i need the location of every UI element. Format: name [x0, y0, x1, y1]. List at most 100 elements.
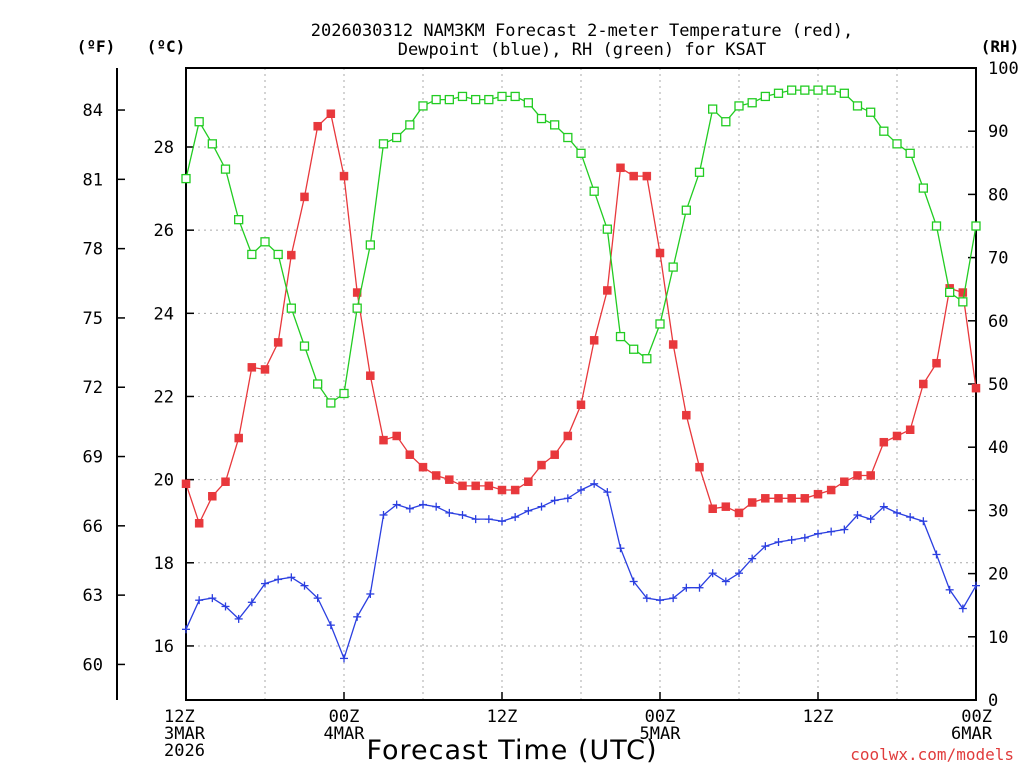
data-point — [392, 500, 401, 509]
data-point — [958, 297, 968, 307]
data-point — [260, 237, 270, 247]
data-point — [708, 104, 718, 114]
data-point — [932, 550, 941, 559]
data-point — [800, 533, 809, 542]
data-point — [721, 577, 730, 586]
data-point — [194, 519, 204, 528]
data-point — [971, 383, 981, 393]
data-point — [972, 581, 980, 590]
data-point — [550, 450, 559, 459]
data-point — [220, 164, 231, 174]
data-point — [208, 594, 217, 603]
data-point — [444, 94, 454, 105]
data-point — [431, 94, 441, 105]
data-point — [523, 98, 533, 108]
rh-tick-label: 100 — [988, 59, 1019, 79]
data-point — [299, 341, 310, 351]
data-point — [339, 171, 349, 181]
data-point — [498, 517, 506, 526]
data-point — [655, 319, 665, 329]
data-point — [181, 173, 191, 184]
data-point — [379, 510, 388, 519]
data-point — [879, 126, 889, 136]
data-point — [734, 101, 744, 111]
data-point — [511, 513, 520, 522]
data-point — [195, 596, 204, 605]
rh-tick-label: 10 — [988, 628, 1008, 648]
data-point — [194, 117, 204, 127]
x-tick-label: 00Z — [329, 707, 360, 727]
data-point — [352, 303, 362, 313]
gridlines — [186, 68, 976, 700]
data-point — [340, 654, 348, 663]
data-point — [471, 94, 481, 105]
data-point — [787, 535, 796, 544]
data-point — [484, 94, 494, 105]
data-point — [840, 477, 849, 486]
data-point — [602, 224, 612, 234]
data-point — [458, 510, 467, 519]
x-tick-label: 4MAR — [324, 724, 366, 744]
data-point — [669, 594, 678, 603]
data-point — [695, 462, 704, 472]
data-point — [813, 489, 823, 499]
rh-tick-label: 60 — [988, 312, 1008, 332]
data-point — [405, 504, 414, 513]
data-point — [260, 365, 270, 374]
data-point — [563, 431, 573, 441]
data-point — [221, 602, 230, 611]
rh-tick-label: 30 — [988, 501, 1008, 521]
data-point — [537, 460, 546, 470]
data-point — [432, 502, 441, 511]
plot-frame — [185, 67, 977, 701]
data-point — [945, 287, 955, 298]
data-point — [405, 120, 415, 130]
data-point — [273, 249, 283, 260]
celsius-tick-label: 18 — [154, 554, 174, 574]
data-series — [181, 85, 981, 663]
tick-labels: 60 63 66 69 72 75 78 81 84 16 18 20 22 24 26 28 0 10 20 30 4… — [83, 59, 1019, 761]
data-point — [590, 479, 599, 488]
data-point — [234, 433, 243, 443]
data-point — [748, 554, 757, 563]
data-point — [352, 288, 362, 297]
data-point — [668, 340, 678, 349]
data-point — [971, 221, 981, 231]
data-point — [392, 132, 402, 143]
data-point — [708, 569, 717, 578]
data-point — [735, 569, 743, 578]
data-point — [457, 91, 468, 102]
data-point — [681, 205, 691, 215]
data-point — [958, 288, 968, 297]
data-point — [247, 598, 256, 607]
data-point — [510, 485, 520, 495]
series-2 — [181, 85, 981, 408]
data-point — [524, 506, 533, 515]
series-0 — [181, 109, 981, 528]
data-point — [616, 163, 625, 173]
data-point — [484, 481, 494, 491]
data-point — [931, 221, 942, 231]
data-point — [852, 101, 863, 111]
data-point — [919, 517, 928, 526]
data-point — [313, 379, 323, 389]
fahrenheit-tick-label: 60 — [83, 655, 103, 675]
data-point — [761, 494, 770, 503]
data-point — [760, 91, 770, 102]
data-point — [787, 494, 796, 503]
data-point — [642, 354, 652, 364]
data-point — [787, 85, 797, 95]
series-1 — [182, 479, 980, 663]
data-point — [471, 515, 480, 524]
data-point — [905, 425, 915, 434]
data-point — [827, 527, 836, 536]
data-point — [234, 215, 244, 225]
x-tick-label: 00Z — [961, 707, 992, 727]
data-point — [919, 379, 928, 389]
data-point — [300, 192, 309, 202]
data-point — [761, 542, 770, 551]
data-point — [918, 183, 928, 193]
data-point — [694, 167, 705, 177]
data-point — [379, 435, 388, 445]
